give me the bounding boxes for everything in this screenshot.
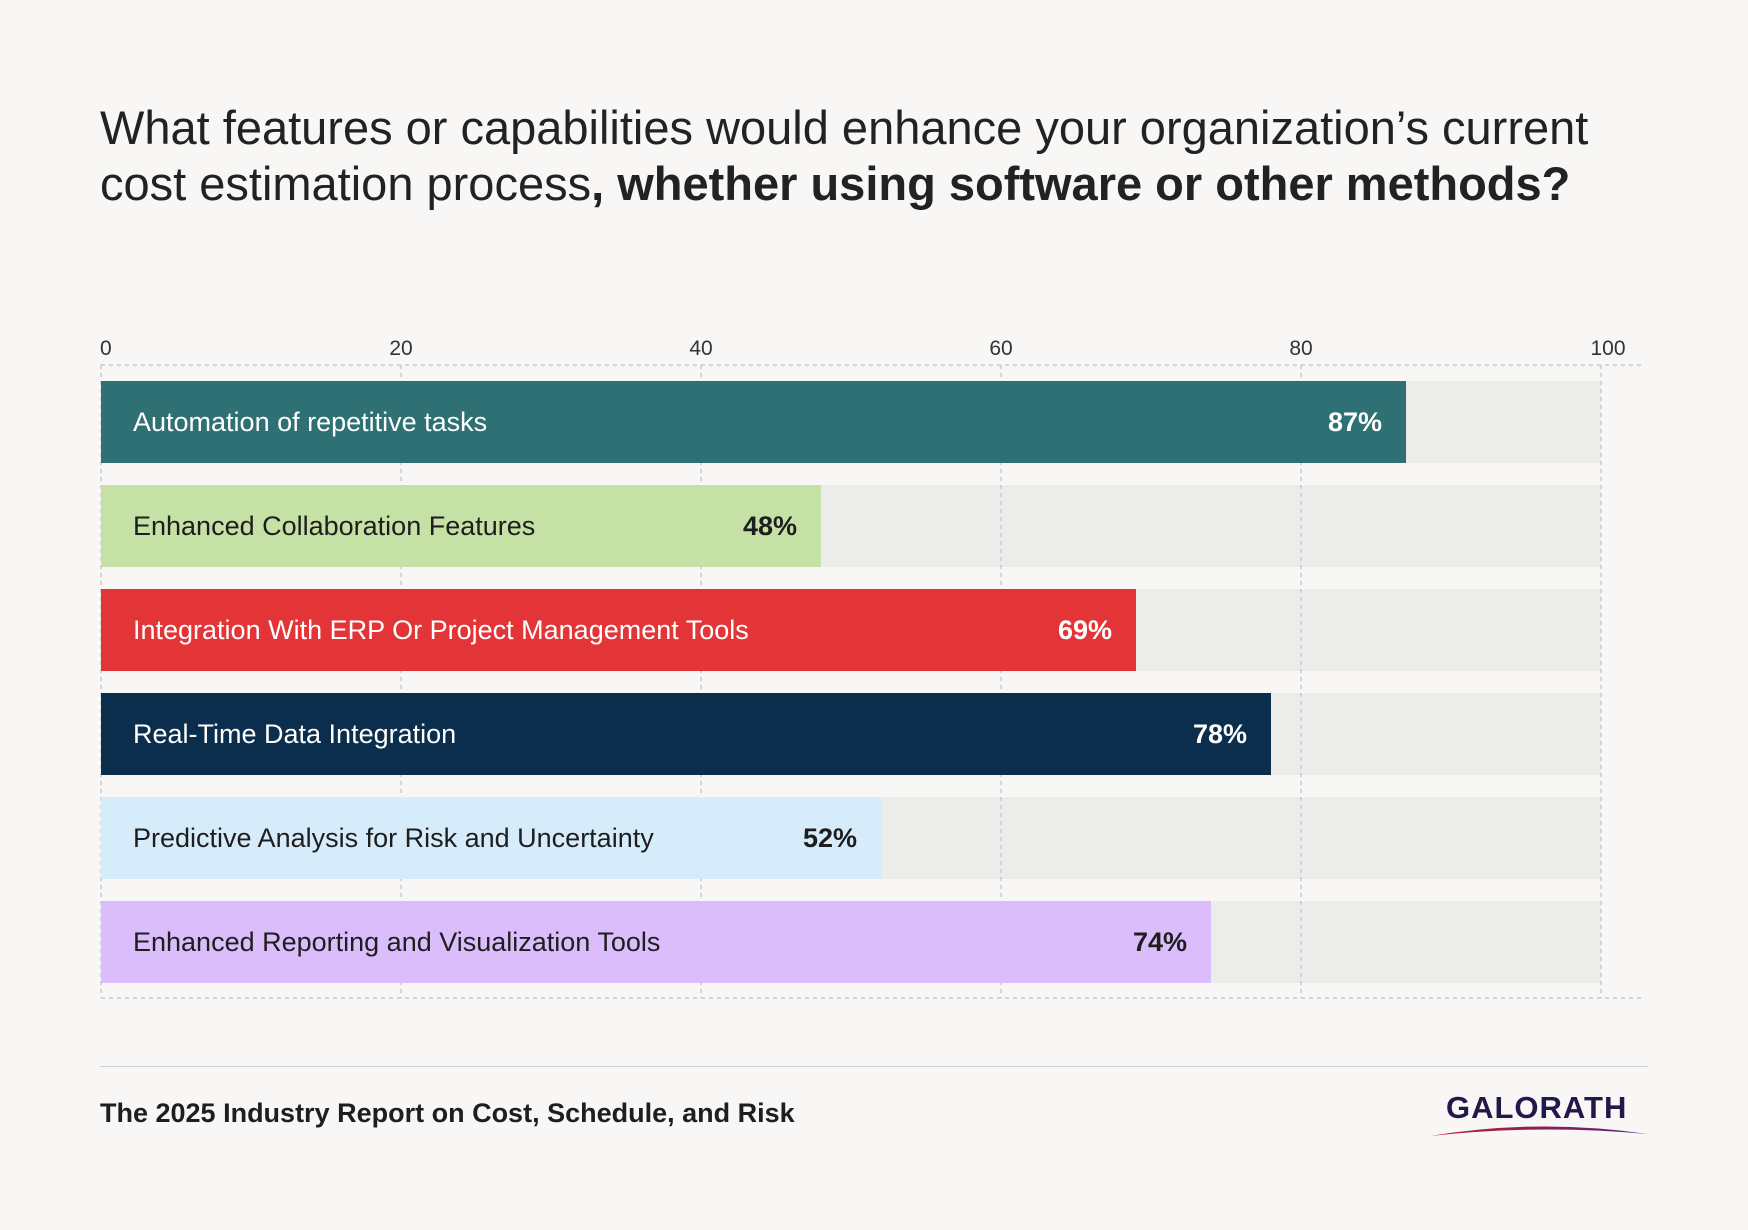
report-source: The 2025 Industry Report on Cost, Schedu… <box>100 1098 795 1128</box>
bar-category-label: Integration With ERP Or Project Manageme… <box>133 615 749 645</box>
bar <box>101 693 1271 775</box>
logo-swoosh-icon <box>1430 1126 1648 1136</box>
chart-title-regular: What features or capabilities would enha… <box>100 101 1589 210</box>
bar-value-label: 87% <box>1328 407 1382 437</box>
tick-label: 80 <box>1289 337 1312 360</box>
bar <box>101 901 1211 983</box>
bar-category-label: Predictive Analysis for Risk and Uncerta… <box>133 823 654 853</box>
chart-title-bold: , whether using software or other method… <box>591 157 1571 210</box>
chart-title: What features or capabilities would enha… <box>100 100 1660 212</box>
bar-value-label: 48% <box>743 511 797 541</box>
bar-value-label: 69% <box>1058 615 1112 645</box>
logo-text: GALORATH <box>1446 1090 1628 1125</box>
tick-label: 0 <box>100 337 112 360</box>
tick-label: 60 <box>989 337 1012 360</box>
tick-label: 40 <box>689 337 712 360</box>
bar-category-label: Automation of repetitive tasks <box>133 407 487 437</box>
bar-value-label: 52% <box>803 823 857 853</box>
galorath-logo: GALORATH <box>1428 1090 1650 1140</box>
bar-value-label: 78% <box>1193 719 1247 749</box>
bar-value-label: 74% <box>1133 927 1187 957</box>
footer-divider <box>100 1066 1648 1067</box>
bar-category-label: Enhanced Reporting and Visualization Too… <box>133 927 660 957</box>
bar-category-label: Real-Time Data Integration <box>133 719 456 749</box>
tick-label: 20 <box>389 337 412 360</box>
bar <box>101 485 821 567</box>
bar <box>101 589 1136 671</box>
bar <box>101 797 881 879</box>
tick-label: 100 <box>1590 337 1625 360</box>
bar-category-label: Enhanced Collaboration Features <box>133 511 535 541</box>
bar-chart: 0 20 40 60 80 100 Automation of repetitive tas… <box>100 337 1645 999</box>
bar <box>101 381 1406 463</box>
